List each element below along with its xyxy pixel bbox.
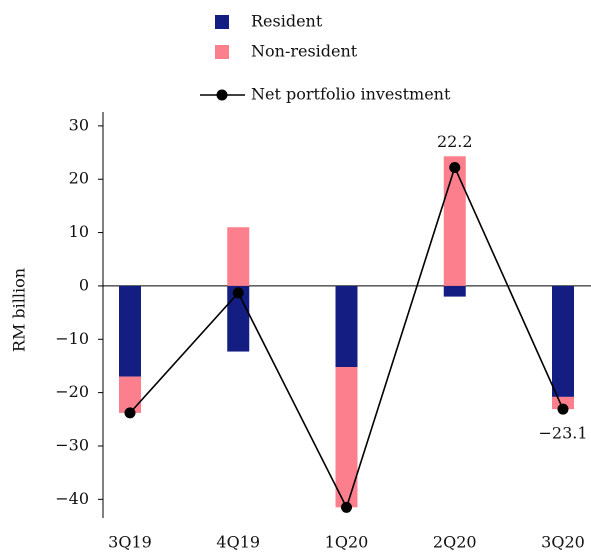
bar: [443, 285, 466, 297]
y-tick-label: 30: [69, 115, 89, 134]
y-tick-label: −10: [55, 329, 89, 348]
y-tick-label: 10: [69, 222, 89, 241]
legend-label: Net portfolio investment: [251, 85, 451, 104]
line-point: [557, 403, 569, 415]
line-point: [341, 501, 352, 513]
legend-swatch: [215, 45, 229, 59]
bar: [335, 285, 358, 368]
bar: [119, 376, 141, 413]
bar: [227, 227, 250, 286]
line-point: [449, 161, 461, 173]
x-tick-label: 3Q19: [108, 533, 152, 552]
bar: [552, 396, 574, 410]
legend-label: Non-resident: [251, 42, 358, 61]
data-label: 22.2: [437, 132, 473, 151]
bar: [443, 156, 466, 286]
x-tick-label: 3Q20: [541, 533, 585, 552]
line-point: [232, 287, 244, 299]
y-tick-label: −40: [55, 489, 89, 508]
legend-swatch: [215, 15, 229, 29]
x-tick-label: 1Q20: [325, 533, 369, 552]
y-tick-label: −30: [55, 435, 89, 454]
y-tick-label: 0: [79, 275, 89, 294]
bar: [552, 285, 574, 397]
legend-label: Resident: [251, 12, 323, 31]
y-tick-label: −20: [55, 382, 89, 401]
bar: [335, 367, 358, 508]
data-label: −23.1: [538, 424, 587, 443]
bar: [119, 285, 141, 377]
legend-marker: [216, 89, 228, 101]
x-tick-label: 4Q19: [216, 533, 260, 552]
y-axis-label: RM billion: [10, 268, 29, 352]
x-tick-label: 2Q20: [433, 533, 477, 552]
y-tick-label: 20: [69, 169, 89, 188]
line-point: [124, 407, 136, 419]
